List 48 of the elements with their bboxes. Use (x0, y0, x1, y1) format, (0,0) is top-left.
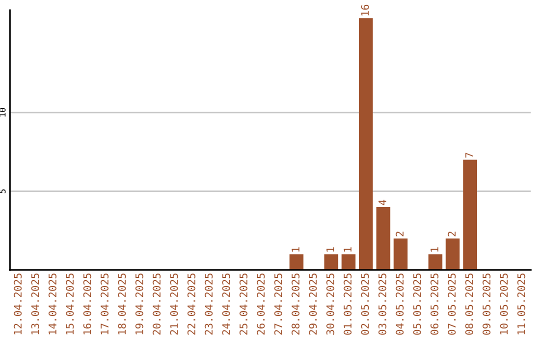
bar (342, 254, 356, 270)
bar (394, 238, 408, 270)
x-tick-label: 09.05.2025 (482, 274, 490, 335)
x-tick-label: 02.05.2025 (361, 274, 369, 335)
data-label: 1 (430, 247, 438, 252)
data-label: 16 (361, 4, 369, 16)
bar (324, 254, 338, 270)
data-label: 1 (326, 247, 334, 252)
bar (358, 18, 373, 270)
x-tick-label: 06.05.2025 (430, 274, 438, 335)
x-tick-label: 18.04.2025 (118, 274, 126, 334)
x-tick-label: 20.04.2025 (152, 274, 161, 335)
data-label: 1 (344, 247, 352, 252)
x-tick-label: 29.04.2025 (308, 274, 317, 335)
data-label: 7 (465, 152, 473, 158)
x-tick-label: 23.04.2025 (204, 274, 213, 335)
x-tick-label: 05.05.2025 (413, 274, 422, 335)
x-tick-label: 12.04.2025 (14, 274, 22, 334)
x-tick-label: 30.04.2025 (326, 274, 334, 335)
bar (446, 238, 460, 270)
x-tick-label: 04.05.2025 (396, 274, 404, 335)
x-tick-label: 19.04.2025 (135, 274, 144, 334)
data-label: 2 (396, 232, 404, 236)
x-tick-label: 26.04.2025 (256, 274, 265, 335)
x-tick-label: 03.05.2025 (378, 274, 386, 335)
bar (290, 254, 304, 270)
x-tick-label: 07.05.2025 (448, 274, 456, 335)
x-tick-label: 10.05.2025 (500, 274, 508, 334)
data-label: 2 (448, 232, 456, 236)
x-tick-label: 14.04.2025 (48, 274, 56, 334)
x-tick-label: 28.04.2025 (292, 274, 300, 335)
x-tick-label: 15.04.2025 (66, 274, 74, 334)
data-label: 4 (378, 200, 386, 206)
x-tick-label: 16.04.2025 (83, 274, 92, 334)
x-tick-label: 27.04.2025 (274, 274, 282, 335)
data-label: 1 (292, 247, 300, 252)
x-tick-label: 01.05.2025 (344, 274, 352, 335)
x-tick-label: 24.04.2025 (222, 274, 230, 335)
x-tick-label: 17.04.2025 (100, 274, 109, 334)
bar (376, 206, 390, 270)
bar (428, 254, 442, 270)
x-tick-label: 08.05.2025 (465, 274, 474, 335)
bar (463, 160, 477, 270)
x-tick-label: 21.04.2025 (170, 274, 178, 335)
x-tick-label: 11.05.2025 (517, 274, 526, 334)
x-tick-label: 22.04.2025 (187, 274, 196, 335)
x-tick-label: 13.04.2025 (31, 274, 40, 334)
x-tick-label: 25.04.2025 (240, 274, 248, 335)
